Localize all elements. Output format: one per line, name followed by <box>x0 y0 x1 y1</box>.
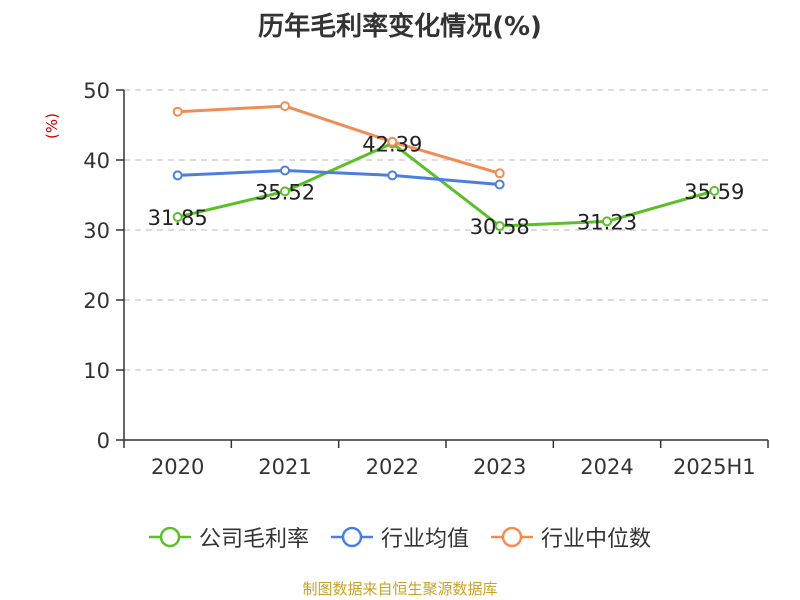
y-tick-label: 50 <box>83 79 110 103</box>
legend-label: 公司毛利率 <box>198 527 309 552</box>
legend-swatch-marker <box>501 526 523 548</box>
series-line <box>177 104 501 175</box>
data-point <box>602 216 612 227</box>
y-tick-label: 20 <box>83 289 110 313</box>
data-label: 31.85 <box>148 206 208 230</box>
series-line <box>177 169 500 186</box>
data-label: 35.59 <box>684 180 744 204</box>
series-line <box>177 141 715 228</box>
x-tick-label: 2022 <box>366 455 419 479</box>
data-point <box>387 170 398 181</box>
data-point <box>280 101 290 112</box>
grid-lines <box>124 89 768 371</box>
x-tick-label: 2021 <box>258 455 311 479</box>
data-label: 42.39 <box>362 132 422 156</box>
data-point <box>280 165 290 176</box>
data-point <box>494 220 505 231</box>
data-point <box>494 179 505 190</box>
axes: 0 10 20 30 40 50 2020 2021 2022 2023 2024 2025H1 <box>83 79 769 479</box>
data-point <box>387 136 398 147</box>
series-group <box>172 101 720 231</box>
x-tick-label: 2024 <box>580 455 633 479</box>
legend-item[interactable]: 公司毛利率 <box>148 521 309 553</box>
y-tick-label: 0 <box>97 429 110 453</box>
source-note: 制图数据来自恒生聚源数据库 <box>302 580 498 598</box>
legend-swatch-marker <box>159 526 181 548</box>
legend-item[interactable]: 行业中位数 <box>491 521 651 553</box>
data-label: 35.52 <box>255 180 315 204</box>
legend-swatch <box>148 526 191 548</box>
legend-label: 行业中位数 <box>541 527 652 552</box>
legend-swatch-marker <box>341 526 363 548</box>
legend-label: 行业均值 <box>380 527 469 552</box>
data-point <box>172 212 183 223</box>
legend: 公司毛利率 行业均值 行业中位数 <box>0 519 800 555</box>
y-tick-label: 40 <box>83 149 110 173</box>
data-point <box>709 185 720 196</box>
y-tick-label: 10 <box>83 359 110 383</box>
data-label: 31.23 <box>577 210 637 234</box>
y-tick-label: 30 <box>83 219 110 243</box>
data-point <box>172 170 183 181</box>
legend-swatch <box>330 526 373 548</box>
legend-swatch <box>491 526 533 548</box>
chart-title: 历年毛利率变化情况(%) <box>258 12 542 42</box>
x-tick-label: 2025H1 <box>673 455 756 479</box>
data-point <box>280 186 290 197</box>
legend-item[interactable]: 行业均值 <box>330 521 469 553</box>
x-tick-label: 2023 <box>473 455 526 479</box>
x-tick-label: 2020 <box>151 455 204 479</box>
data-label: 30.58 <box>470 215 530 239</box>
data-point <box>494 168 505 179</box>
data-labels: 31.85 35.52 42.39 30.58 31.23 35.59 <box>148 132 745 239</box>
data-point <box>172 106 183 117</box>
